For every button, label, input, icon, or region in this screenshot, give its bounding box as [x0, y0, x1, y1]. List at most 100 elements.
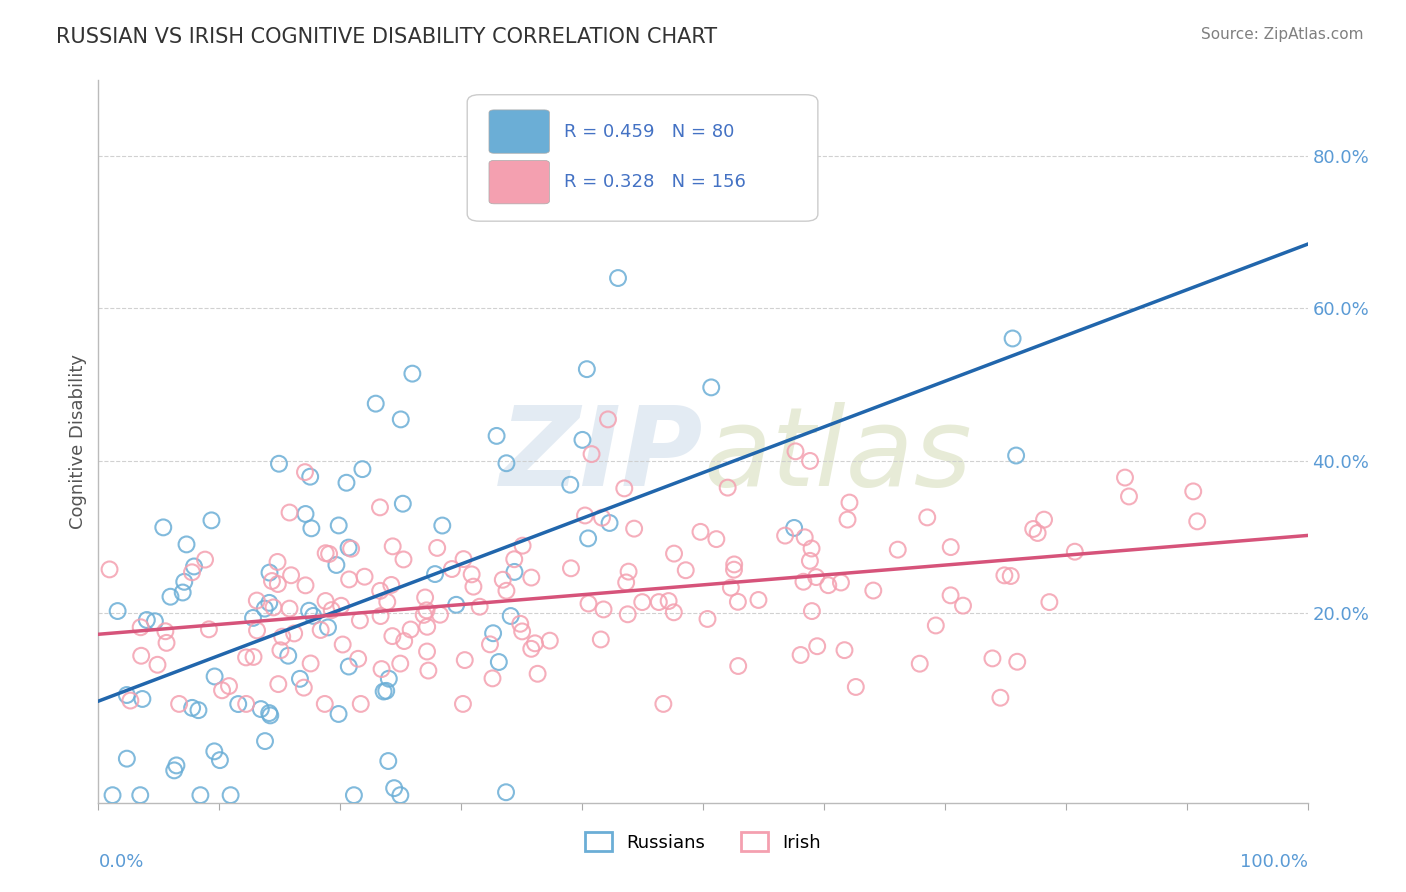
Point	[817, 578, 839, 592]
Point	[1000, 569, 1022, 583]
Point	[242, 649, 264, 664]
Point	[478, 637, 501, 651]
Point	[727, 659, 749, 673]
Point	[495, 456, 517, 470]
Point	[204, 669, 226, 683]
Point	[294, 465, 316, 479]
Point	[115, 688, 138, 702]
Point	[488, 655, 510, 669]
Point	[343, 788, 366, 802]
Point	[520, 570, 543, 584]
Point	[460, 567, 482, 582]
Point	[292, 681, 315, 695]
Point	[1026, 526, 1049, 541]
Point	[429, 607, 451, 622]
Point	[375, 683, 398, 698]
Point	[266, 555, 288, 569]
Text: atlas: atlas	[703, 402, 972, 509]
Point	[451, 697, 474, 711]
Point	[340, 541, 363, 556]
Point	[560, 477, 582, 491]
Point	[614, 575, 637, 590]
Point	[576, 532, 599, 546]
Point	[328, 706, 350, 721]
Point	[574, 508, 596, 523]
Point	[1114, 470, 1136, 484]
Point	[1182, 484, 1205, 499]
Point	[260, 574, 283, 588]
Text: RUSSIAN VS IRISH COGNITIVE DISABILITY CORRELATION CHART: RUSSIAN VS IRISH COGNITIVE DISABILITY CO…	[56, 27, 717, 46]
Point	[747, 593, 769, 607]
Point	[299, 521, 322, 535]
Text: Source: ZipAtlas.com: Source: ZipAtlas.com	[1201, 27, 1364, 42]
Point	[381, 629, 404, 643]
Point	[804, 570, 827, 584]
Point	[887, 542, 910, 557]
Point	[98, 562, 121, 576]
Point	[208, 753, 231, 767]
Point	[838, 495, 860, 509]
Point	[167, 697, 190, 711]
Point	[325, 558, 347, 572]
Point	[299, 469, 322, 483]
FancyBboxPatch shape	[467, 95, 818, 221]
Point	[952, 599, 974, 613]
Point	[689, 524, 711, 539]
Point	[259, 708, 281, 723]
Point	[283, 626, 305, 640]
Point	[623, 522, 645, 536]
Point	[278, 506, 301, 520]
FancyBboxPatch shape	[489, 110, 550, 153]
Point	[277, 648, 299, 663]
Point	[392, 552, 415, 566]
Point	[392, 497, 415, 511]
Point	[495, 583, 517, 598]
Point	[613, 482, 636, 496]
Point	[267, 457, 290, 471]
Point	[315, 594, 337, 608]
Point	[1005, 449, 1028, 463]
Point	[571, 433, 593, 447]
Y-axis label: Cognitive Disability: Cognitive Disability	[69, 354, 87, 529]
Point	[426, 541, 449, 555]
Point	[1038, 595, 1060, 609]
Point	[617, 565, 640, 579]
Point	[607, 271, 630, 285]
Point	[389, 657, 412, 671]
Point	[792, 574, 814, 589]
Point	[337, 541, 360, 555]
Point	[631, 595, 654, 609]
Point	[495, 785, 517, 799]
Point	[364, 397, 387, 411]
Point	[599, 516, 621, 530]
Point	[981, 651, 1004, 665]
Point	[440, 562, 463, 576]
Point	[1118, 490, 1140, 504]
Point	[298, 604, 321, 618]
Point	[990, 690, 1012, 705]
Point	[1063, 544, 1085, 558]
Point	[242, 611, 264, 625]
Point	[115, 752, 138, 766]
Point	[278, 601, 301, 615]
Point	[280, 568, 302, 582]
Point	[800, 541, 823, 556]
Point	[176, 537, 198, 551]
Point	[727, 595, 749, 609]
Point	[418, 664, 440, 678]
Point	[250, 702, 273, 716]
Point	[368, 583, 391, 598]
Point	[101, 788, 124, 802]
Point	[352, 462, 374, 476]
Point	[993, 568, 1015, 582]
Point	[315, 546, 337, 560]
Point	[257, 706, 280, 720]
Point	[423, 567, 446, 582]
Point	[510, 624, 533, 639]
Point	[648, 595, 671, 609]
Point	[592, 602, 614, 616]
Point	[165, 758, 187, 772]
Point	[793, 530, 815, 544]
Point	[198, 623, 221, 637]
Point	[235, 697, 257, 711]
